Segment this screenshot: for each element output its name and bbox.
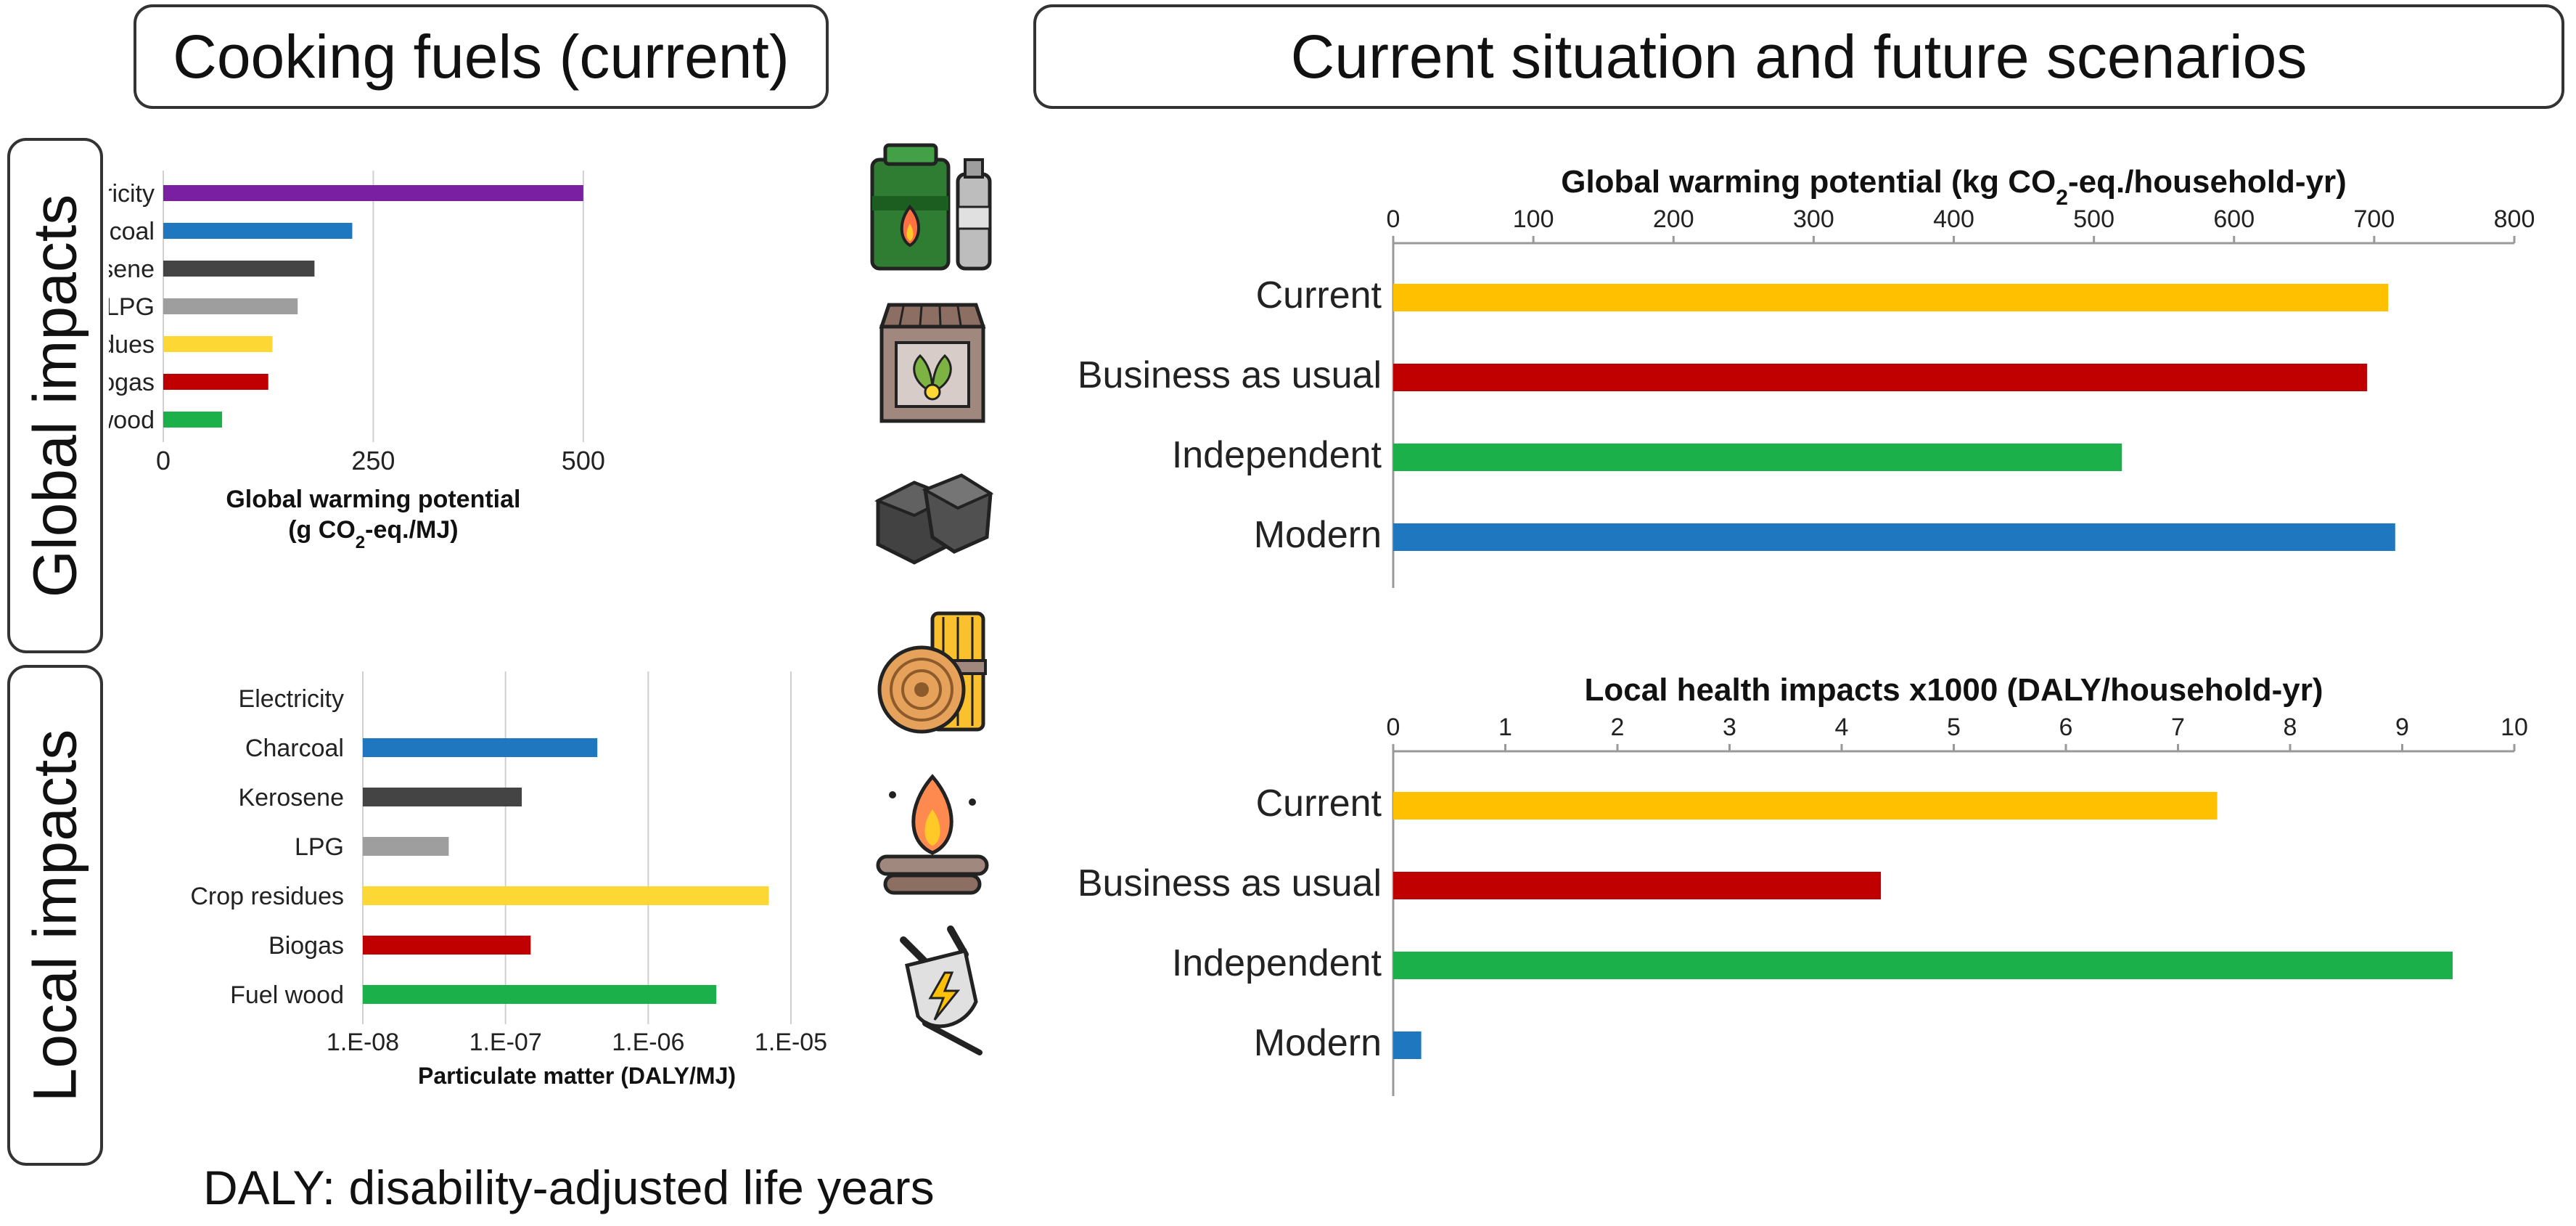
electric-plug-icon: [900, 925, 983, 1055]
bar-fuel-wood: [363, 985, 717, 1004]
x-tick-label: 250: [351, 446, 395, 475]
chart-health-scen: Local health impacts x1000 (DALY/househo…: [1078, 672, 2528, 1096]
x-tick-label: 1: [1498, 714, 1512, 741]
chart-gwp-scen: Global warming potential (kg CO2-eq./hou…: [1078, 164, 2535, 588]
x-tick-label: 0: [1387, 205, 1400, 233]
x-tick-label: 100: [1513, 205, 1554, 233]
biogas-digester-icon: [879, 303, 986, 423]
bar-current: [1393, 284, 2389, 311]
category-label-lpg: LPG: [295, 833, 344, 861]
x-tick-label: 500: [2073, 205, 2114, 233]
category-label-modern: Modern: [1254, 514, 1382, 556]
crop-residue-fire-icon: [876, 774, 989, 895]
bar-charcoal: [163, 223, 353, 239]
x-axis-title: Global warming potential: [226, 486, 520, 513]
global-impacts-label: Global impacts: [20, 194, 89, 597]
x-tick-label: 1.E-05: [755, 1029, 827, 1056]
x-tick-label: 800: [2494, 205, 2535, 233]
category-label-independent: Independent: [1172, 434, 1382, 476]
bar-independent: [1393, 444, 2122, 471]
category-label-fuel-wood: Fuel wood: [109, 406, 155, 434]
category-label-business-as-usual: Business as usual: [1078, 862, 1382, 904]
bar-crop-residues: [363, 886, 769, 905]
bar-biogas: [363, 936, 531, 955]
x-tick-label: 1.E-07: [469, 1029, 542, 1056]
x-tick-label: 600: [2213, 205, 2255, 233]
footnote: DALY: disability-adjusted life years: [203, 1161, 935, 1214]
chart-title: Local health impacts x1000 (DALY/househo…: [1585, 672, 2323, 708]
bar-biogas: [163, 374, 268, 390]
x-tick-label: 5: [1947, 714, 1961, 741]
x-tick-label: 8: [2284, 714, 2297, 741]
category-label-crop-residues: Crop residues: [109, 331, 155, 359]
category-label-business-as-usual: Business as usual: [1078, 354, 1382, 396]
right-header-text: Current situation and future scenarios: [1290, 22, 2308, 91]
charcoal-icon: [874, 473, 994, 565]
category-label-charcoal: Charcoal: [109, 218, 155, 245]
bar-kerosene: [363, 788, 522, 806]
category-label-modern: Modern: [1254, 1022, 1382, 1064]
global-impacts-label-box: Global impacts: [7, 138, 103, 653]
x-tick-label: 0: [156, 446, 171, 475]
x-axis-title-units: (g CO2-eq./MJ): [288, 516, 458, 552]
bar-crop-residues: [163, 336, 273, 352]
x-tick-label: 1.E-08: [327, 1029, 399, 1056]
category-label-electricity: Electricity: [109, 180, 155, 208]
left-header: Cooking fuels (current): [134, 4, 829, 109]
chart-pm-fuels: 1.E-08 1.E-07 1.E-06 1.E-05 Electricity Charc…: [190, 671, 827, 1089]
x-tick-label: 200: [1653, 205, 1694, 233]
category-label-biogas: Biogas: [268, 932, 344, 960]
local-impacts-label-box: Local impacts: [7, 665, 103, 1166]
bar-lpg: [163, 298, 298, 314]
fuel-wood-icon: [877, 611, 987, 734]
bar-lpg: [363, 837, 449, 856]
x-tick-label: 6: [2059, 714, 2073, 741]
category-label-kerosene: Kerosene: [238, 784, 344, 812]
x-tick-label: 7: [2171, 714, 2185, 741]
left-header-text: Cooking fuels (current): [173, 22, 789, 91]
x-tick-label: 1.E-06: [612, 1029, 684, 1056]
x-tick-label: 3: [1723, 714, 1736, 741]
category-label-current: Current: [1256, 274, 1382, 316]
bar-modern: [1393, 1031, 1422, 1059]
x-tick-label: 300: [1793, 205, 1834, 233]
category-label-fuel-wood: Fuel wood: [230, 981, 344, 1009]
bar-charcoal: [363, 738, 598, 757]
category-label-independent: Independent: [1172, 942, 1382, 984]
x-tick-label: 2: [1611, 714, 1625, 741]
bar-independent: [1393, 952, 2453, 979]
bar-business-as-usual: [1393, 364, 2368, 391]
x-tick-label: 0: [1387, 714, 1400, 741]
bar-electricity: [163, 185, 583, 201]
lpg-cylinder-icon: [870, 143, 992, 271]
category-label-kerosene: Kerosene: [109, 256, 155, 283]
chart-gwp-fuels: 0 250 500 Electricity Charcoal Kerosene LPG Cro…: [109, 171, 605, 552]
x-tick-label: 9: [2395, 714, 2409, 741]
category-label-charcoal: Charcoal: [245, 735, 344, 762]
bar-business-as-usual: [1393, 872, 1882, 899]
category-label-lpg: LPG: [109, 293, 155, 321]
bar-modern: [1393, 523, 2395, 551]
x-axis-title: Particulate matter (DALY/MJ): [418, 1063, 736, 1089]
bar-kerosene: [163, 261, 315, 277]
bar-current: [1393, 792, 2218, 820]
right-header: Current situation and future scenarios: [1033, 4, 2564, 109]
x-tick-label: 10: [2501, 714, 2528, 741]
chart-title: Global warming potential (kg CO2-eq./hou…: [1561, 164, 2347, 210]
bar-fuel-wood: [163, 412, 223, 428]
category-label-current: Current: [1256, 782, 1382, 825]
category-label-crop-residues: Crop residues: [190, 883, 344, 910]
x-tick-label: 4: [1835, 714, 1849, 741]
x-tick-label: 500: [562, 446, 605, 475]
x-tick-label: 700: [2354, 205, 2395, 233]
local-impacts-label: Local impacts: [20, 729, 89, 1102]
category-label-electricity: Electricity: [239, 685, 344, 713]
category-label-biogas: Biogas: [109, 369, 155, 396]
x-tick-label: 400: [1933, 205, 1974, 233]
